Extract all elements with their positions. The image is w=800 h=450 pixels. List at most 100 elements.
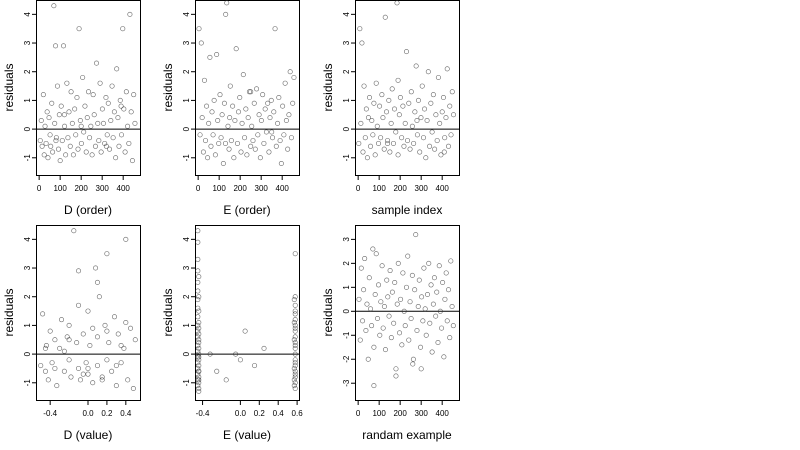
data-point — [407, 146, 413, 152]
x-axis-label: E (order) — [223, 203, 270, 217]
data-point — [292, 363, 298, 369]
data-point — [382, 347, 388, 353]
data-point — [61, 43, 67, 49]
data-point — [196, 377, 202, 383]
data-point — [362, 135, 368, 141]
data-point — [384, 277, 390, 283]
data-point — [53, 138, 59, 144]
data-point — [368, 143, 374, 149]
data-point — [292, 328, 298, 334]
data-point — [94, 60, 100, 66]
data-point — [120, 26, 126, 32]
y-tick-label: 0 — [23, 351, 32, 356]
data-point — [40, 92, 46, 98]
data-point — [430, 92, 436, 98]
data-point — [225, 123, 231, 129]
data-point — [419, 83, 425, 89]
data-point — [50, 149, 56, 155]
data-point — [283, 117, 289, 123]
data-point — [447, 103, 453, 109]
data-point — [195, 279, 201, 285]
data-point — [198, 40, 204, 46]
data-point — [196, 331, 202, 337]
data-point — [94, 279, 100, 285]
y-tick-label: 0 — [182, 126, 191, 131]
data-point — [44, 109, 50, 115]
data-point — [258, 117, 264, 123]
data-point — [43, 140, 49, 146]
data-point — [285, 146, 291, 152]
data-point — [238, 149, 244, 155]
data-point — [130, 386, 136, 392]
data-point — [195, 348, 201, 354]
data-point — [384, 109, 390, 115]
data-point — [429, 129, 435, 135]
data-point — [216, 140, 222, 146]
data-point — [195, 314, 201, 320]
data-point — [361, 83, 367, 89]
data-point — [81, 129, 87, 135]
data-point — [391, 320, 397, 326]
data-point — [83, 149, 89, 155]
data-point — [292, 371, 298, 377]
data-point — [100, 120, 106, 126]
data-point — [99, 374, 105, 380]
data-point — [444, 66, 450, 72]
data-point — [369, 323, 375, 329]
data-point — [414, 117, 420, 123]
data-point — [445, 143, 451, 149]
data-point — [441, 354, 447, 360]
data-point — [217, 92, 223, 98]
y-axis-label: residuals — [2, 288, 16, 336]
data-point — [435, 339, 441, 345]
data-point — [248, 89, 254, 95]
data-point — [76, 26, 82, 32]
data-point — [291, 337, 297, 343]
data-point — [109, 368, 115, 374]
data-point — [374, 315, 380, 321]
data-point — [407, 299, 413, 305]
data-point — [448, 132, 454, 138]
data-point — [126, 140, 132, 146]
x-tick-label: 200 — [393, 184, 407, 193]
data-point — [440, 280, 446, 286]
data-point — [401, 143, 407, 149]
data-point — [132, 337, 138, 343]
data-point — [363, 327, 369, 333]
data-point — [409, 123, 415, 129]
data-point — [413, 63, 419, 69]
data-point — [195, 365, 201, 371]
data-point — [125, 123, 131, 129]
data-point — [76, 365, 82, 371]
data-point — [195, 256, 201, 262]
data-point — [196, 325, 202, 331]
data-point — [364, 301, 370, 307]
data-point — [400, 103, 406, 109]
data-point — [128, 325, 134, 331]
data-point — [54, 83, 60, 89]
data-point — [47, 132, 53, 138]
data-point — [47, 328, 53, 334]
data-point — [212, 152, 218, 158]
data-point — [196, 337, 202, 343]
data-point — [418, 366, 424, 372]
data-point — [52, 120, 58, 126]
data-point — [421, 265, 427, 271]
data-point — [227, 83, 233, 89]
data-point — [111, 109, 117, 115]
data-point — [196, 374, 202, 380]
data-point — [121, 106, 127, 112]
data-point — [246, 89, 252, 95]
data-point — [450, 323, 456, 329]
data-point — [52, 337, 58, 343]
data-point — [207, 351, 213, 357]
data-point — [121, 345, 127, 351]
data-point — [86, 89, 92, 95]
data-point — [127, 11, 133, 17]
data-point — [231, 155, 237, 161]
data-point — [57, 158, 63, 164]
data-point — [38, 363, 44, 369]
x-axis-label: D (value) — [64, 428, 113, 442]
data-point — [59, 317, 65, 323]
panel-6: 0 100 200 300 400 -3 -2 -1 0 1 2 3 randam example res… — [321, 225, 460, 442]
